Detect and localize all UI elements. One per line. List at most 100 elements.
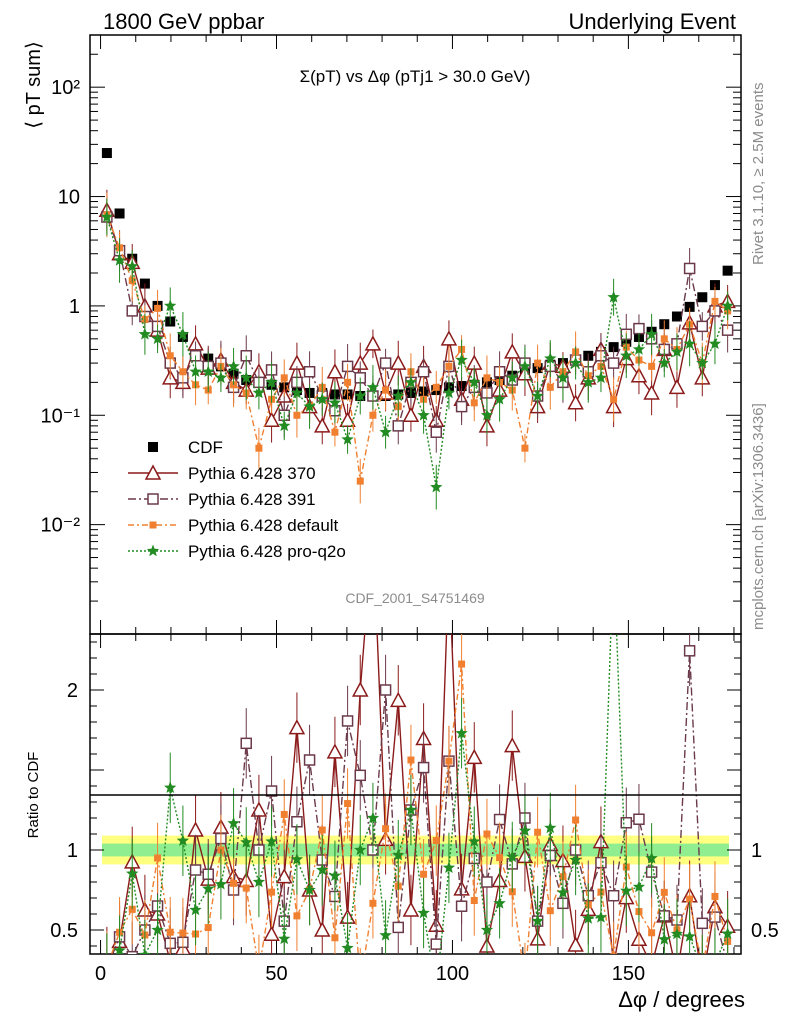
ratio-point-pythia-6-428-default (496, 854, 504, 862)
ratio-point-pythia-6-428-default (268, 888, 276, 896)
point-pythia-6-428-default (432, 383, 440, 391)
rivet-label: Rivet 3.1.10, ≥ 2.5M events (750, 83, 767, 266)
ratio-point-pythia-6-428-391 (455, 900, 468, 912)
ratio-point-pythia-6-428-default (382, 825, 390, 833)
ratio-point-pythia-6-428-default (483, 830, 491, 838)
point-pythia-6-428-391 (379, 357, 392, 369)
ratio-point-pythia-6-428-391 (189, 864, 202, 876)
ratio-point-pythia-6-428-391 (430, 938, 443, 950)
ratio-point-pythia-6-428-pro-q2o (341, 941, 354, 954)
ratio-y-tick-label: 2 (67, 680, 78, 702)
ratio-point-pythia-6-428-370 (695, 974, 709, 987)
point-pythia-6-428-370 (504, 343, 521, 359)
ratio-point-pythia-6-428-pro-q2o (176, 834, 190, 846)
point-pythia-6-428-pro-q2o (645, 327, 658, 340)
ratio-point-pythia-6-428-391 (683, 645, 696, 657)
point-pythia-6-428-default (483, 374, 491, 382)
point-cdf (114, 208, 125, 219)
ratio-xlabel: Δφ / degrees (618, 987, 745, 1012)
ratio-point-pythia-6-428-pro-q2o (366, 811, 380, 824)
header-right: Underlying Event (568, 9, 736, 34)
ratio-point-pythia-6-428-pro-q2o (556, 886, 570, 898)
ratio-point-pythia-6-428-391 (620, 817, 633, 829)
y-tick-label: 10 (58, 187, 80, 209)
ratio-y-tick-label-right: 0.5 (751, 920, 779, 942)
point-pythia-6-428-default (369, 411, 377, 419)
point-cdf (671, 311, 682, 322)
ratio-point-pythia-6-428-default (610, 953, 618, 954)
point-pythia-6-428-pro-q2o (164, 299, 177, 312)
ratio-point-pythia-6-428-pro-q2o (252, 875, 266, 888)
point-pythia-6-428-pro-q2o (506, 371, 519, 384)
header-left: 1800 GeV ppbar (103, 9, 264, 34)
ratio-point-pythia-6-428-pro-q2o (632, 880, 646, 893)
ratio-point-pythia-6-428-370 (670, 967, 684, 980)
point-pythia-6-428-391 (430, 426, 443, 438)
ratio-point-pythia-6-428-pro-q2o (709, 957, 721, 969)
ratio-y-tick-label: 1 (67, 840, 78, 862)
point-pythia-6-428-391 (126, 305, 138, 317)
point-pythia-6-428-370 (390, 354, 407, 370)
point-pythia-6-428-default (154, 304, 162, 312)
ratio-point-pythia-6-428-pro-q2o (379, 928, 392, 941)
point-pythia-6-428-pro-q2o (493, 392, 506, 405)
ratio-point-pythia-6-428-pro-q2o (354, 843, 367, 856)
point-pythia-6-428-default (648, 362, 656, 370)
series-line-pythia-6-428-370 (106, 210, 728, 429)
point-pythia-6-428-pro-q2o (544, 352, 557, 364)
ratio-point-pythia-6-428-370 (351, 681, 369, 697)
legend: CDF Pythia 6.428 370 Pythia 6.428 391 Pythi… (128, 438, 346, 561)
point-pythia-6-428-pro-q2o (316, 392, 329, 405)
point-pythia-6-428-pro-q2o (430, 480, 443, 493)
legend-marker-cdf (148, 442, 158, 452)
point-pythia-6-428-pro-q2o (303, 400, 316, 412)
point-pythia-6-428-pro-q2o (683, 337, 696, 350)
y-tick-label: 10² (51, 77, 80, 99)
point-pythia-6-428-default (382, 386, 390, 394)
ratio-point-pythia-6-428-pro-q2o (278, 932, 291, 945)
y-tick-label: 10⁻¹ (41, 405, 81, 427)
point-pythia-6-428-pro-q2o (138, 327, 152, 340)
ratio-point-pythia-6-428-pro-q2o (417, 906, 430, 919)
point-pythia-6-428-370 (364, 335, 382, 351)
ratio-point-pythia-6-428-391 (126, 950, 138, 954)
ratio-point-pythia-6-428-391 (417, 761, 430, 774)
point-pythia-6-428-pro-q2o (442, 386, 456, 399)
ratio-point-pythia-6-428-pro-q2o (455, 726, 468, 739)
ratio-point-pythia-6-428-default (128, 905, 136, 913)
point-pythia-6-428-pro-q2o (189, 365, 202, 377)
ratio-point-pythia-6-428-391 (392, 921, 405, 934)
main-ylabel: ⟨ pT sum⟩ (23, 41, 45, 128)
ratio-point-pythia-6-428-default (230, 879, 238, 887)
point-cdf (722, 265, 733, 276)
x-tick-label: 50 (265, 963, 287, 985)
ratio-point-pythia-6-428-default (660, 888, 668, 896)
point-pythia-6-428-370 (263, 411, 280, 428)
point-pythia-6-428-391 (303, 366, 316, 378)
ratio-point-pythia-6-428-default (369, 899, 377, 907)
ratio-point-pythia-6-428-391 (481, 876, 493, 888)
ratio-point-pythia-6-428-370 (326, 743, 344, 759)
point-pythia-6-428-pro-q2o (214, 371, 228, 384)
ratio-ylabel: Ratio to CDF (25, 752, 42, 839)
ratio-point-pythia-6-428-pro-q2o (404, 803, 418, 816)
ratio-point-pythia-6-428-391 (341, 715, 354, 727)
ratio-y-tick-label: 0.5 (50, 920, 78, 942)
point-pythia-6-428-391 (696, 320, 709, 333)
ratio-point-pythia-6-428-default (166, 928, 174, 936)
ratio-point-pythia-6-428-pro-q2o (594, 910, 608, 923)
chart-title: Σ(pT) vs Δφ (pTj1 > 30.0 GeV) (300, 67, 531, 86)
ratio-point-pythia-6-428-default (293, 912, 301, 920)
ratio-y-tick-label-right: 1 (751, 840, 762, 862)
point-pythia-6-428-default (331, 428, 339, 436)
ratio-point-pythia-6-428-370 (313, 921, 331, 937)
point-pythia-6-428-default (534, 359, 542, 367)
ratio-point-pythia-6-428-370 (263, 925, 280, 941)
ratio-point-pythia-6-428-default (331, 934, 339, 942)
ratio-line-pythia-6-428-default (110, 663, 729, 954)
ratio-point-pythia-6-428-370 (402, 901, 420, 917)
point-pythia-6-428-default (280, 374, 288, 382)
ratio-point-pythia-6-428-default (420, 870, 428, 878)
ratio-point-pythia-6-428-pro-q2o (202, 882, 215, 894)
